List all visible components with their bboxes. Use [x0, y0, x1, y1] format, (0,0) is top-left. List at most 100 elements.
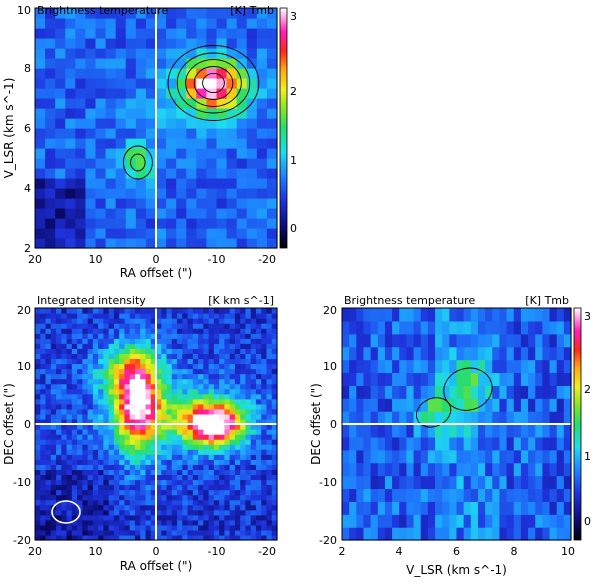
p2-cell: [219, 494, 225, 501]
p3-cell: [506, 449, 515, 464]
p3-cell: [463, 385, 472, 399]
p2-cell: [119, 338, 126, 344]
p2-cell: [129, 469, 136, 476]
p2-cell: [40, 323, 47, 329]
p2-cell: [134, 313, 141, 319]
p2-cell: [192, 323, 199, 329]
p1-frame: [34, 7, 278, 249]
p2-cell: [56, 393, 62, 400]
p1-contour: [130, 153, 146, 172]
p3-cell: [413, 501, 422, 515]
p1-cell: [125, 68, 137, 79]
p2-cell: [82, 363, 89, 370]
p2-cell: [187, 454, 194, 460]
p3-cell: [384, 475, 393, 490]
p2-cell: [208, 519, 215, 526]
p2-cell: [234, 318, 241, 324]
p1-cell: [266, 58, 278, 69]
p2-cell: [66, 333, 73, 339]
p2-cell: [145, 529, 152, 536]
p2-cell: [266, 358, 273, 365]
p1-cell: [206, 98, 218, 109]
p3-cell: [413, 411, 422, 425]
p1-cell: [55, 98, 66, 109]
p2-cell: [266, 393, 273, 400]
p2-cell: [98, 378, 104, 385]
p2-cell: [108, 509, 115, 516]
p2-cell: [219, 333, 225, 339]
p1-cell: [226, 128, 238, 139]
p3-cell: [370, 398, 379, 412]
p2-cell: [203, 489, 210, 496]
p3-cell: [563, 436, 572, 451]
p2-cell: [213, 529, 220, 536]
p2-cell: [124, 368, 131, 375]
p2-cell: [234, 534, 241, 541]
p2-cell: [166, 459, 173, 465]
p1-cell: [256, 38, 268, 49]
p2-cell: [50, 459, 57, 465]
p1-cell: [176, 188, 187, 199]
p2-cell: [35, 534, 41, 541]
p1-cell: [45, 228, 56, 239]
p1-cell: [35, 168, 46, 179]
p2-cell: [166, 519, 173, 526]
p3-cell: [563, 320, 572, 335]
p2-cell: [171, 519, 178, 526]
p2-cell: [77, 469, 83, 476]
p2-cell: [119, 484, 126, 491]
p2-cell: [219, 514, 225, 521]
p2-cell: [140, 454, 147, 460]
p3-cell: [406, 320, 415, 335]
p2-cell: [234, 514, 241, 521]
p2-cell: [266, 519, 273, 526]
p3-cell: [456, 372, 465, 386]
p2-cell: [98, 408, 104, 415]
p2-cell: [45, 308, 52, 314]
p2-cell: [171, 484, 178, 491]
p2-cell: [250, 383, 257, 390]
p2-cell: [156, 358, 162, 365]
p2-cell: [145, 519, 152, 526]
p2-cell: [134, 429, 141, 435]
p2-cell: [108, 439, 115, 445]
p1-cell: [266, 238, 278, 249]
p3-y-tick-label: 20: [323, 304, 337, 317]
p2-cell: [134, 368, 141, 375]
p2-cell: [134, 388, 141, 395]
p2-cell: [134, 328, 141, 334]
p2-cell: [45, 403, 52, 410]
p2-cell: [250, 509, 257, 516]
p1-cell: [166, 68, 177, 79]
p2-cell: [213, 459, 220, 465]
p2-cell: [255, 323, 262, 329]
p2-cell: [150, 318, 157, 324]
p2-cell: [166, 328, 173, 334]
p2-cell: [56, 529, 62, 536]
p1-cell: [256, 148, 268, 159]
p1-cell: [266, 48, 278, 59]
p2-cell: [35, 429, 41, 435]
p3-cell: [349, 333, 357, 348]
p3-cell: [470, 527, 479, 541]
p2-cell: [224, 439, 231, 445]
p2-cell: [56, 313, 62, 319]
p2-cell: [129, 499, 136, 506]
p2-cell: [182, 454, 189, 460]
p2-cell: [134, 393, 141, 400]
p2-cell: [177, 358, 183, 365]
p2-cell: [166, 363, 173, 370]
p3-cell: [399, 372, 408, 386]
p2-cell: [261, 398, 268, 405]
p1-cell: [176, 198, 187, 209]
p2-cell: [45, 484, 52, 491]
p1-cell: [186, 168, 197, 179]
p3-cell: [377, 411, 386, 425]
p3-cell: [384, 385, 393, 399]
p3-cell: [528, 411, 536, 425]
p3-cell: [370, 359, 379, 374]
p1-cell: [65, 158, 76, 169]
p2-cell: [182, 504, 189, 511]
p2-x-tick-label: 10: [89, 545, 103, 558]
p3-cell: [377, 449, 386, 464]
